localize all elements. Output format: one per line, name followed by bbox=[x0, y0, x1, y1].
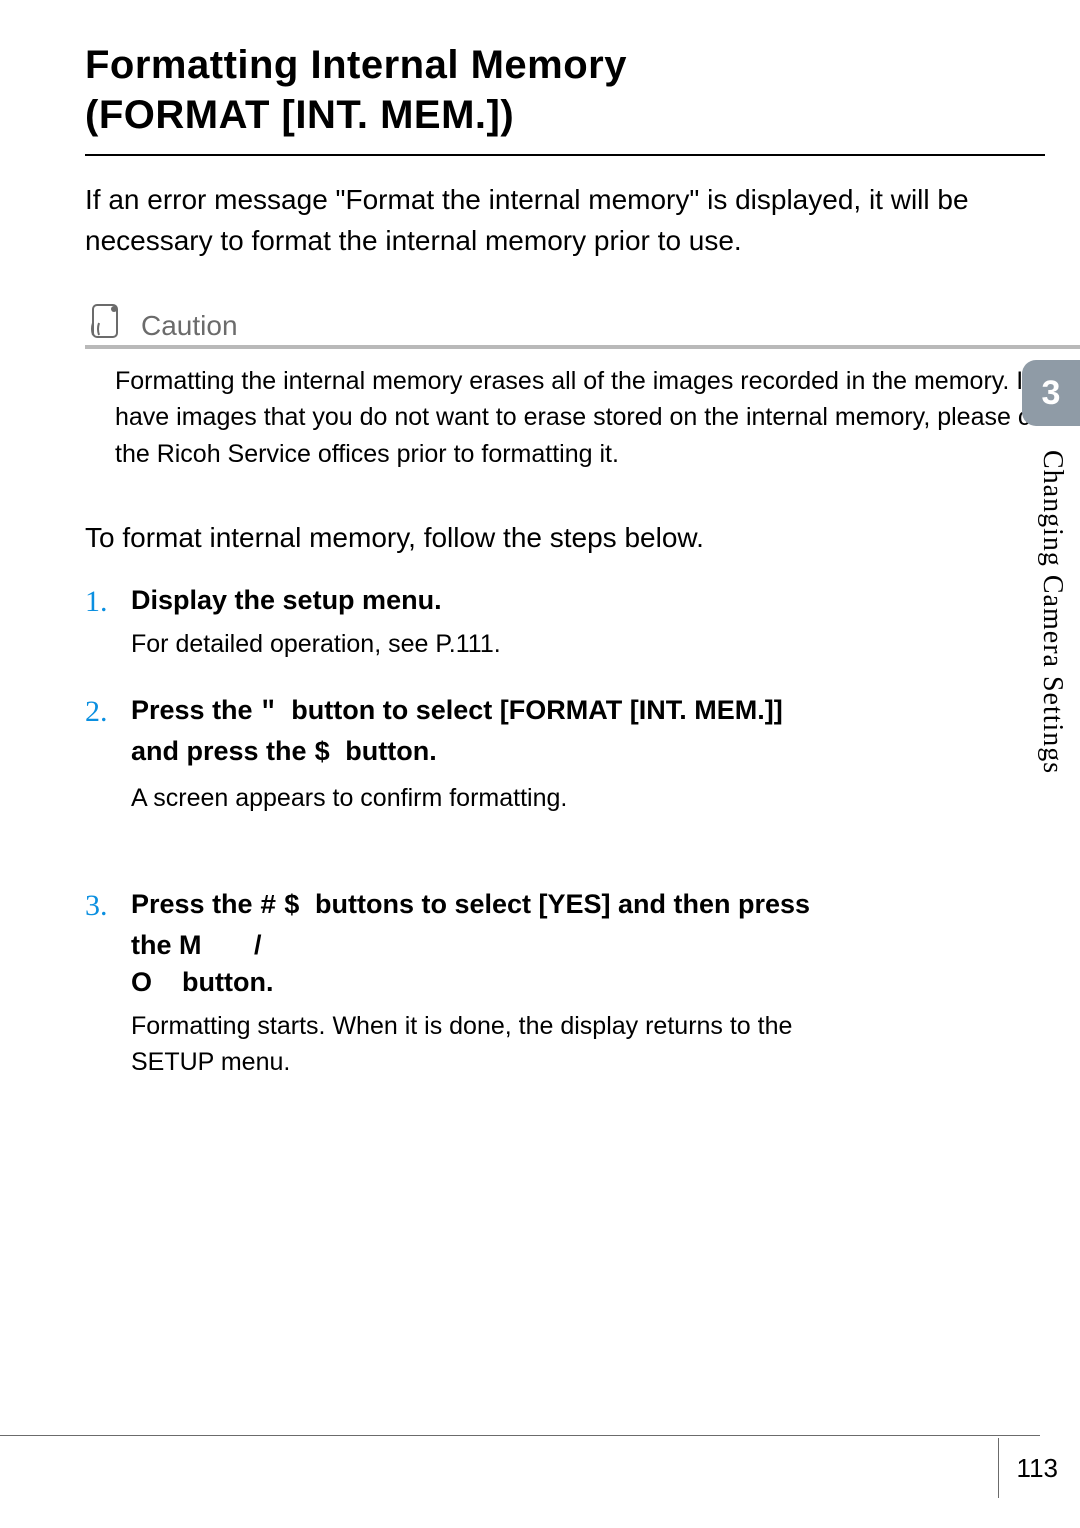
page-title-block: Formatting Internal Memory (FORMAT [INT.… bbox=[85, 40, 1080, 156]
step-description: A screen appears to confirm formatting. bbox=[131, 780, 825, 816]
step-number: 2. bbox=[85, 692, 113, 816]
step-2: 2. Press the " button to select [FORMAT … bbox=[85, 692, 825, 816]
caution-label: Caution bbox=[141, 310, 238, 343]
step-heading: Display the setup menu. bbox=[131, 582, 825, 620]
chapter-tab: 3 bbox=[1022, 360, 1080, 426]
footer-divider bbox=[998, 1438, 999, 1498]
page-number: 113 bbox=[1017, 1453, 1070, 1484]
title-line-1: Formatting Internal Memory bbox=[85, 40, 1080, 90]
caution-icon bbox=[85, 299, 129, 343]
title-rule bbox=[85, 154, 1045, 156]
caution-underline bbox=[85, 345, 1080, 349]
intro-paragraph: If an error message "Format the internal… bbox=[85, 180, 1025, 261]
caution-body: Formatting the internal memory erases al… bbox=[115, 363, 1080, 472]
step-heading: Press the # $ buttons to select [YES] an… bbox=[131, 886, 825, 1002]
step-3: 3. Press the # $ buttons to select [YES]… bbox=[85, 886, 825, 1081]
title-line-2: (FORMAT [INT. MEM.]) bbox=[85, 90, 1080, 140]
chapter-side-label: Changing Camera Settings bbox=[1036, 450, 1068, 774]
step-number: 3. bbox=[85, 886, 113, 1081]
step-description: Formatting starts. When it is done, the … bbox=[131, 1008, 825, 1081]
step-description: For detailed operation, see P.111. bbox=[131, 626, 825, 662]
steps-list: 1. Display the setup menu. For detailed … bbox=[85, 582, 1080, 1081]
caution-section: Caution Formatting the internal memory e… bbox=[85, 299, 1080, 472]
footer-rule bbox=[0, 1435, 1040, 1436]
page-footer: 113 bbox=[998, 1438, 1070, 1498]
step-heading: Press the " button to select [FORMAT [IN… bbox=[131, 692, 825, 774]
step-number: 1. bbox=[85, 582, 113, 662]
follow-instruction: To format internal memory, follow the st… bbox=[85, 522, 1080, 554]
step-1: 1. Display the setup menu. For detailed … bbox=[85, 582, 825, 662]
